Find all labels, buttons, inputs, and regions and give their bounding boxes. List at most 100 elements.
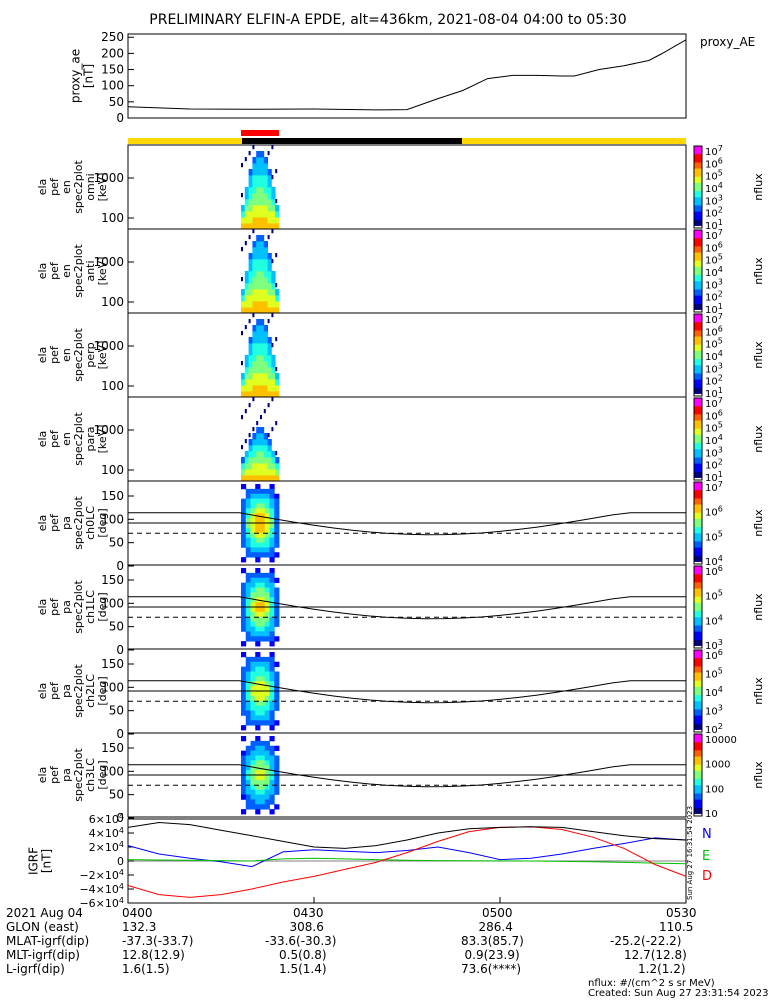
spectrogram-cell (245, 631, 251, 637)
spectrogram-cell (274, 804, 280, 810)
ytick-label: 200 (101, 46, 124, 60)
ytick-label: −4×104 (79, 882, 124, 896)
spectrogram-cell (250, 582, 256, 588)
spectrogram-speck (244, 409, 247, 414)
spectrogram-cell (244, 457, 249, 464)
colorbar-segment (694, 166, 702, 170)
spectrogram-cell (264, 700, 270, 707)
igrf-series-total (127, 821, 687, 849)
colorbar-segment (694, 187, 702, 190)
spectrogram-cell (250, 513, 256, 519)
spectrogram-cell (271, 355, 276, 362)
spectrogram-cell (256, 325, 261, 332)
spectrogram-cell (274, 671, 280, 677)
spectrogram-cell (275, 289, 280, 296)
spectrogram-speck (263, 409, 266, 414)
spectrogram-cell (263, 163, 268, 170)
colorbar-segment (694, 309, 702, 313)
spectrogram-cell (250, 607, 256, 613)
spectrogram-cell (275, 385, 280, 392)
spectrogram-cell (260, 587, 266, 593)
spectrogram-cell (252, 241, 257, 248)
spectrogram-cell (252, 445, 257, 452)
spectrogram-cell (255, 789, 261, 795)
spectrogram-cell (264, 532, 270, 539)
spectrogram-cell (260, 349, 265, 356)
colorbar-frame-3 (693, 313, 703, 397)
spectrogram-cell (274, 789, 280, 795)
colorbar-segment (694, 326, 702, 329)
colorbar-segment (694, 711, 702, 715)
spectrogram-cell (248, 391, 253, 398)
colorbar-tick-label: 107 (705, 312, 723, 326)
spectrogram-cell (241, 705, 247, 711)
spectrogram-cell (241, 616, 247, 623)
colorbar-segment (694, 516, 702, 520)
spectrogram-cell (267, 193, 272, 200)
spectrogram-cell (264, 636, 270, 642)
spectrogram-cell (264, 681, 270, 687)
igrf-series-E (127, 857, 687, 865)
spectrogram-speck (275, 169, 278, 174)
svg-text:ela: ela (36, 179, 49, 196)
spectrogram-cell (255, 691, 261, 697)
spectrogram-cell (269, 611, 275, 618)
colorbar-segment (694, 674, 702, 678)
spectrogram-cell (241, 770, 247, 776)
spectrogram-cell (274, 597, 280, 603)
ytick-label: 1000 (93, 339, 124, 353)
spectrogram-cell (263, 469, 268, 476)
spectrogram-cell (274, 587, 280, 593)
spectrogram-cell (255, 715, 261, 721)
colorbar-segment (694, 697, 702, 700)
spectrogram-cell (269, 710, 275, 716)
spectrogram-cell (264, 498, 270, 504)
spectrogram-cell (264, 518, 270, 524)
spectrogram-cell (244, 301, 249, 308)
colorbar-segment (694, 350, 702, 354)
spectrogram-cell (245, 503, 251, 509)
spectrogram-cell (267, 301, 272, 308)
spectrogram-cell (264, 740, 270, 747)
spectrogram-cell (267, 265, 272, 272)
spectrogram-cell (255, 725, 261, 731)
colorbar-tick-label: 101 (705, 218, 723, 232)
svg-text:[deg]: [deg] (96, 508, 109, 537)
panel-ylabel-1: ela pef en spec2plot omni [keV] (36, 160, 109, 214)
spectrogram-cell (260, 616, 266, 623)
spectrogram-cell (248, 337, 253, 344)
colorbar-segment (694, 262, 702, 266)
svg-text:spec2plot: spec2plot (72, 244, 85, 298)
colorbar-segment (694, 596, 702, 600)
spectrogram-speck (271, 313, 274, 318)
spectrogram-cell (250, 676, 256, 682)
colorbar-segment (694, 590, 702, 594)
spectrogram-cell (267, 175, 272, 182)
spectrogram-cell (264, 705, 270, 711)
spectrogram-cell (260, 199, 265, 206)
colorbar-segment (694, 213, 702, 217)
spectrogram-cell (256, 379, 261, 386)
spectrogram-cell (263, 337, 268, 344)
colorbar-segment (694, 510, 702, 514)
spectrogram-cell (264, 592, 270, 598)
spectrogram-cell (256, 181, 261, 188)
colorbar-tick-label: 104 (705, 685, 723, 699)
spectrogram-cell (260, 518, 266, 524)
spectrogram-cell (244, 277, 249, 284)
colorbar-segment (694, 291, 702, 295)
colorbar-frame-8 (693, 733, 703, 817)
spectrogram-cell (267, 187, 272, 194)
spectrogram-cell (260, 686, 266, 692)
spectrogram-cell (244, 199, 249, 206)
spectrogram-cell (260, 636, 266, 642)
spectrogram-cell (269, 537, 275, 543)
spectrogram-speck (267, 235, 270, 240)
colorbar-segment (694, 449, 702, 452)
spectrogram-cell (250, 755, 256, 761)
panel-ylabel-6: ela pef pa spec2plot ch1LC [deg] (36, 580, 109, 634)
colorbar-segment (694, 266, 702, 270)
colorbar-segment (694, 502, 702, 506)
spectrogram-cell (274, 523, 280, 529)
spectrogram-cell (260, 451, 265, 458)
